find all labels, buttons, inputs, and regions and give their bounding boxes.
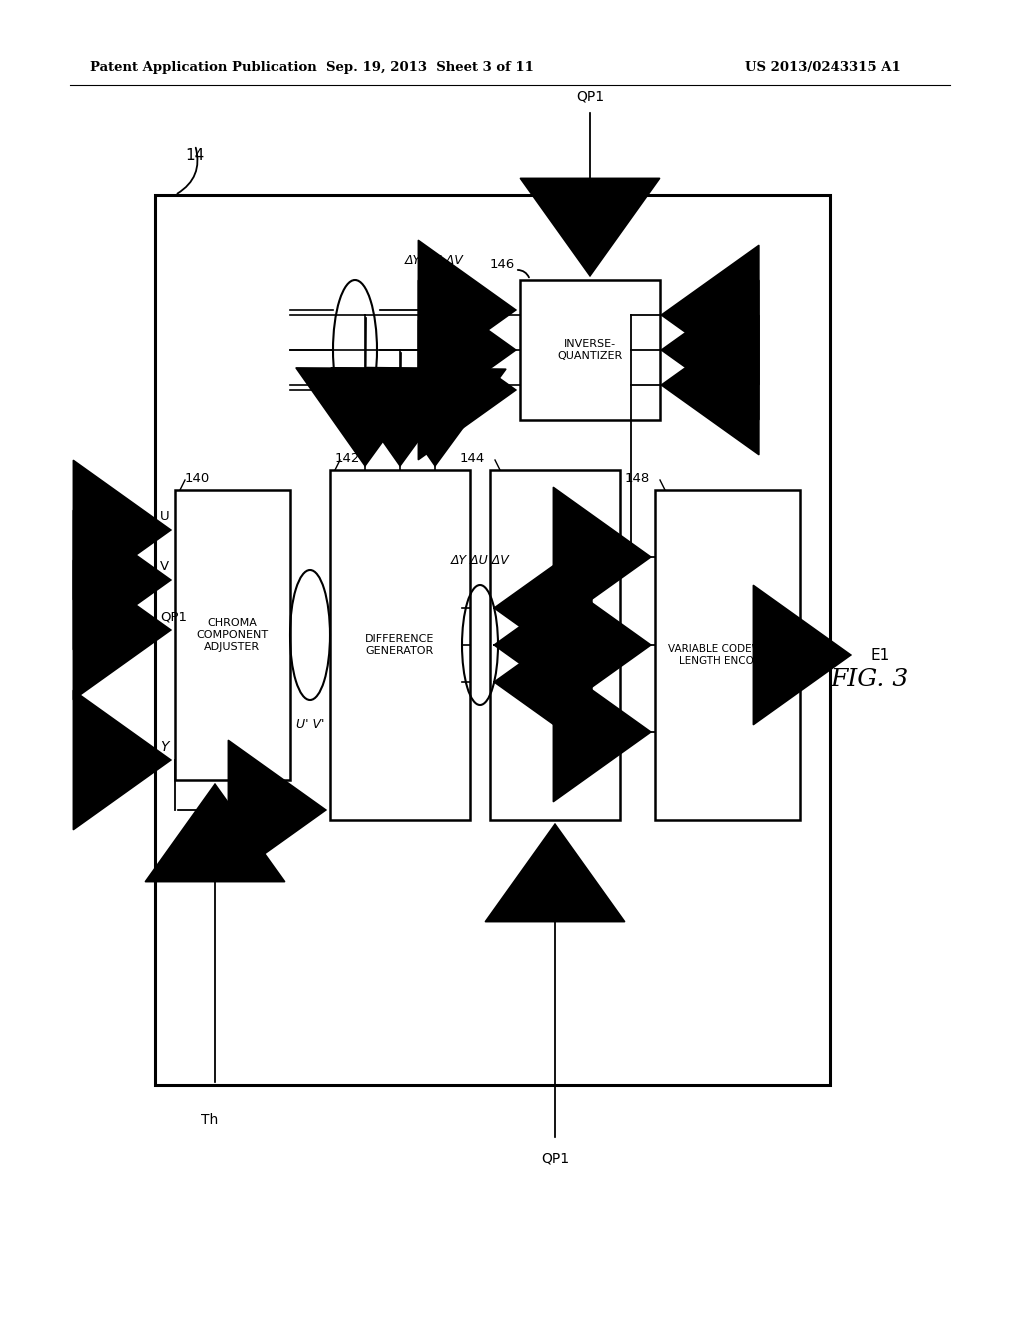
Text: ΔY ΔU ΔV: ΔY ΔU ΔV [406,253,464,267]
Bar [655,490,800,820]
Text: CHROMA
COMPONENT
ADJUSTER: CHROMA COMPONENT ADJUSTER [196,618,268,652]
Bar [330,470,470,820]
Text: 140: 140 [185,471,210,484]
Text: QUANTIZER: QUANTIZER [522,640,588,649]
Text: Patent Application Publication: Patent Application Publication [90,62,316,74]
Text: 144: 144 [460,451,485,465]
Text: ΔY ΔU ΔV: ΔY ΔU ΔV [451,553,509,566]
Text: QP1: QP1 [541,1151,569,1166]
Text: Th: Th [202,1113,219,1127]
Bar [490,470,620,820]
Bar [155,195,830,1085]
Text: 142: 142 [335,451,360,465]
Text: FIG. 3: FIG. 3 [830,668,909,692]
Text: QP1: QP1 [575,90,604,104]
Bar [175,490,290,780]
Text: E1: E1 [870,648,889,663]
Bar [520,280,660,420]
Text: 14: 14 [185,148,205,162]
Text: Sep. 19, 2013  Sheet 3 of 11: Sep. 19, 2013 Sheet 3 of 11 [326,62,534,74]
Text: U: U [160,511,170,524]
Text: INVERSE-
QUANTIZER: INVERSE- QUANTIZER [557,339,623,360]
Text: Y: Y [160,741,169,754]
Text: V: V [160,561,169,573]
Text: 146: 146 [489,259,515,272]
Text: U' V': U' V' [296,718,325,731]
Text: US 2013/0243315 A1: US 2013/0243315 A1 [745,62,901,74]
Text: 148: 148 [625,471,650,484]
Text: VARIABLE CODEWORD
LENGTH ENCODER: VARIABLE CODEWORD LENGTH ENCODER [669,644,785,665]
Text: DIFFERENCE
GENERATOR: DIFFERENCE GENERATOR [366,634,434,656]
Text: QP1: QP1 [160,610,187,623]
